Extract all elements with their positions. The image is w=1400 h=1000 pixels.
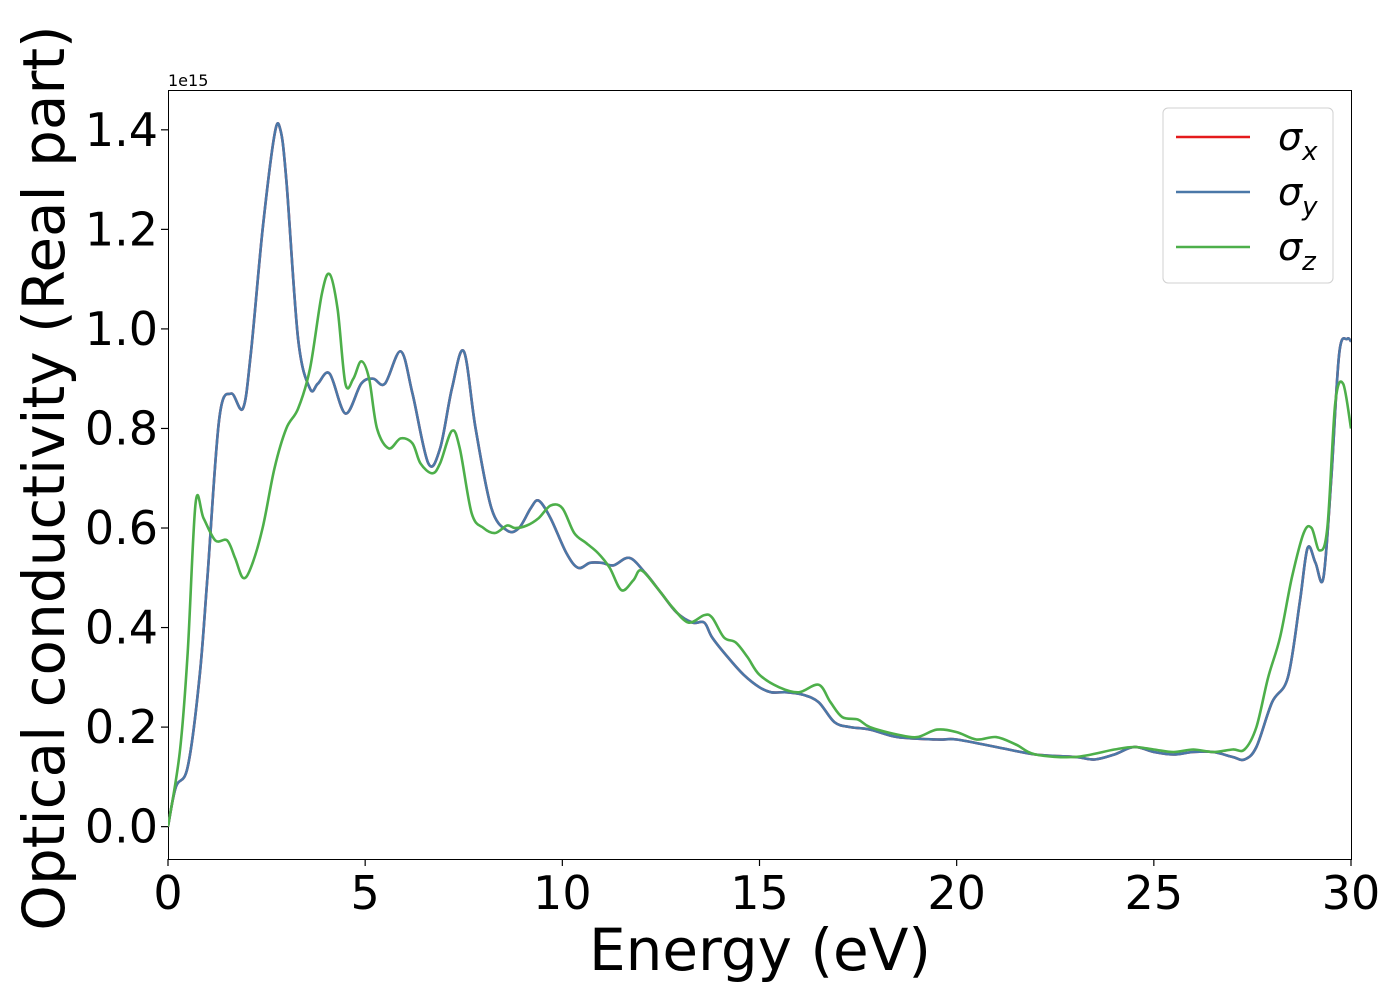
series-lines [168, 122, 1351, 827]
legend-subscript: z [1301, 247, 1317, 277]
legend-subscript: y [1301, 192, 1318, 222]
legend-label-x: σx [1278, 115, 1318, 167]
x-axis: 0 5 10 15 20 25 30 [153, 859, 1380, 920]
legend-subscript: x [1301, 137, 1318, 167]
x-tick-label: 15 [730, 866, 789, 920]
x-tick-label: 25 [1125, 866, 1184, 920]
y-tick-label: 0.4 [85, 601, 158, 655]
y-tick-label: 0.2 [85, 700, 158, 754]
legend-box [1162, 107, 1334, 284]
y-tick-label: 1.4 [85, 103, 158, 157]
y-tick-label: 0.8 [85, 401, 158, 455]
y-tick-label: 0.6 [85, 501, 158, 555]
legend-label-z: σz [1278, 225, 1317, 277]
series-line-z [168, 272, 1351, 827]
y-offset-label: 1e15 [168, 71, 208, 90]
legend-label-y: σy [1278, 170, 1318, 222]
legend-symbol: σ [1278, 170, 1304, 214]
x-axis-title: Energy (eV) [589, 916, 931, 984]
legend-symbol: σ [1278, 115, 1304, 159]
x-tick-label: 20 [927, 866, 986, 920]
y-tick-label: 0.0 [85, 800, 158, 854]
x-tick-label: 10 [533, 866, 592, 920]
legend-symbol: σ [1278, 225, 1304, 269]
x-tick-label: 0 [153, 866, 182, 920]
x-tick-label: 30 [1322, 866, 1381, 920]
y-tick-label: 1.2 [85, 202, 158, 256]
y-axis: 0.0 0.2 0.4 0.6 0.8 1.0 1.2 1.4 [85, 103, 168, 854]
y-tick-label: 1.0 [85, 302, 158, 356]
x-tick-label: 5 [351, 866, 380, 920]
y-axis-title: Optical conductivity (Real part) [10, 25, 78, 930]
